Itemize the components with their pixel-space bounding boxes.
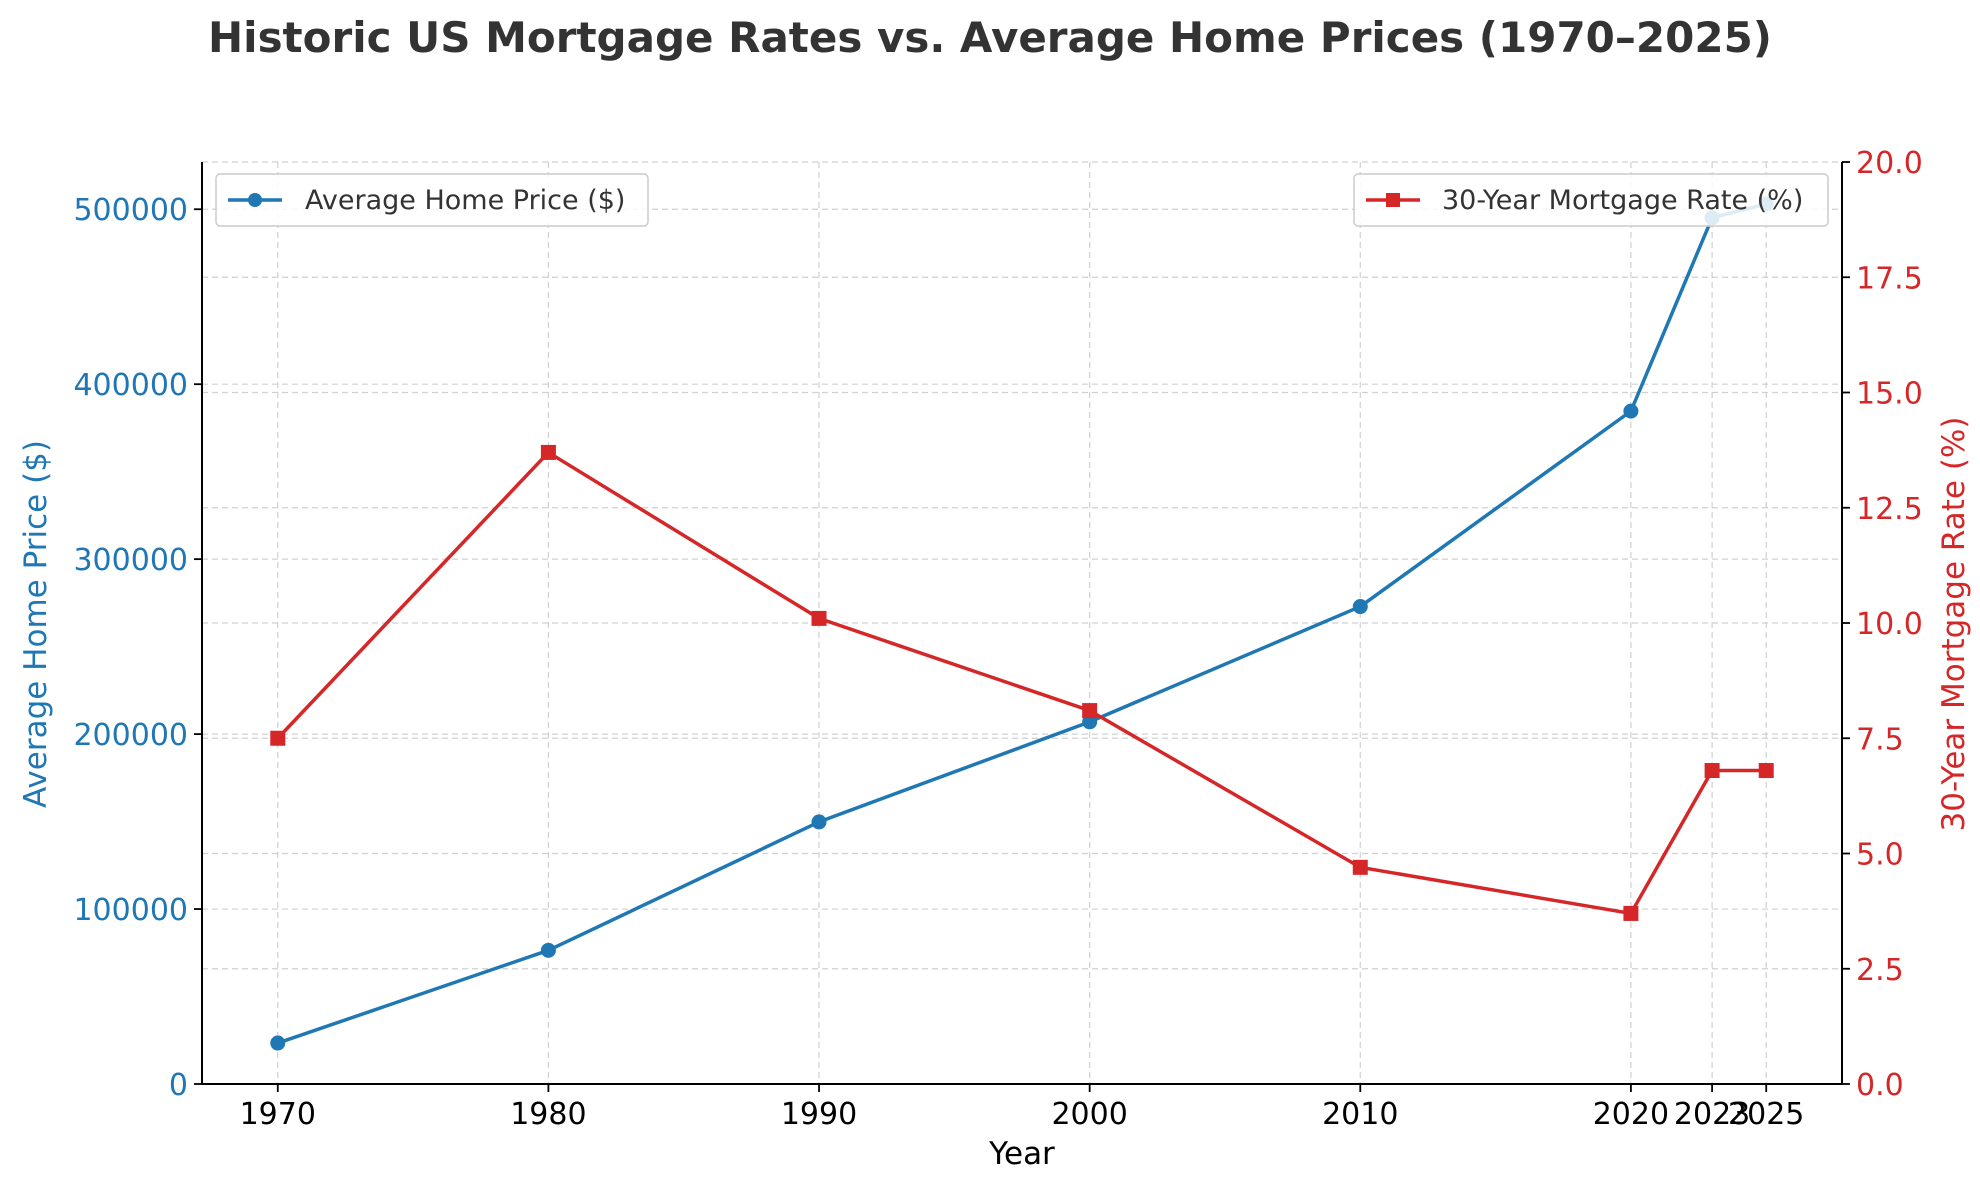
series-layer [270,196,1774,1051]
legend-mortgage-rate-box [1353,173,1829,227]
grid [202,161,1842,1085]
mortgage-rate-point [1352,859,1368,875]
home-price-point [1082,714,1098,730]
x-tick-label: 2020 [1593,1097,1669,1132]
x-tick-label: 1970 [240,1097,316,1132]
legend-mortgage-rate-marker [1386,193,1400,207]
legend-mortgage-rate-label: 30-Year Mortgage Rate (%) [1442,185,1803,216]
x-tick-label: 1980 [510,1097,586,1132]
right-tick-label: 17.5 [1856,261,1923,296]
right-tick-label: 0.0 [1856,1068,1904,1103]
x-tick-label: 2000 [1051,1097,1127,1132]
right-tick-label: 5.0 [1856,838,1904,873]
left-axis-label: Average Home Price ($) [18,440,54,808]
left-tick-label: 0 [169,1068,188,1103]
legend-home-price-box [215,173,649,227]
right-axis-label: 30-Year Mortgage Rate (%) [1936,417,1972,832]
x-tick-label: 2025 [1728,1097,1804,1132]
legend-home-price-marker [248,193,262,207]
right-tick-label: 2.5 [1856,953,1904,988]
right-tick-label: 12.5 [1856,492,1923,527]
home-price-point [1623,403,1639,419]
right-tick-label: 10.0 [1856,607,1923,642]
right-tick-label: 15.0 [1856,377,1923,412]
mortgage-rate-line [276,450,1767,916]
left-tick-label: 400000 [73,368,188,403]
home-price-point [540,942,556,958]
home-price-point [270,1035,286,1051]
legend-home-price: Average Home Price ($) [215,173,649,227]
mortgage-rate-point [1704,763,1720,779]
right-tick-label: 20.0 [1856,146,1923,181]
mortgage-rate-point [270,730,286,746]
x-axis-label: Year [988,1136,1055,1172]
left-tick-label: 100000 [73,893,188,928]
chart-title: Historic US Mortgage Rates vs. Average H… [208,13,1772,62]
mortgage-rate-point [1082,703,1098,719]
mortgage-rate-point [1623,905,1639,921]
legend-home-price-label: Average Home Price ($) [305,185,625,216]
home-price-point [811,814,827,830]
x-tick-label: 1990 [781,1097,857,1132]
mortgage-rate-point [811,610,827,626]
legend-mortgage-rate: 30-Year Mortgage Rate (%) [1353,173,1829,227]
home-price-point [1352,599,1368,615]
right-tick-label: 7.5 [1856,722,1904,757]
x-tick-label: 2023 [1674,1097,1750,1132]
mortgage-rate-point [540,444,556,460]
x-tick-label: 2010 [1322,1097,1398,1132]
left-tick-label: 300000 [73,543,188,578]
mortgage-rate-point [1758,763,1774,779]
left-tick-label: 200000 [73,718,188,753]
left-tick-label: 500000 [73,193,188,228]
home-price-line [277,202,1767,1045]
